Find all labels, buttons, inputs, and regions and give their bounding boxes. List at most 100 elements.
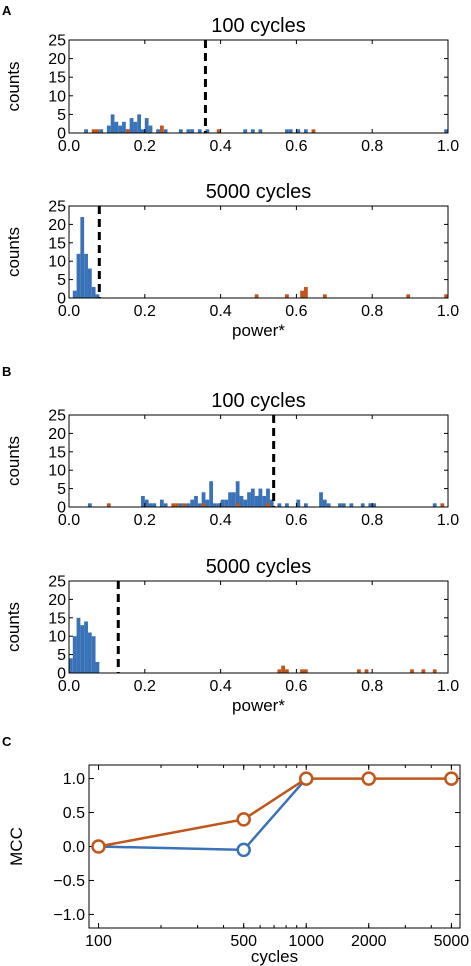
bar-blue-20 — [231, 492, 236, 507]
y-tick-label: 1.0 — [63, 771, 85, 788]
x-axis-label: cycles — [251, 947, 298, 966]
bar-orange-4 — [216, 129, 221, 133]
x-tick-label: 0.2 — [134, 138, 156, 155]
bar-orange-3 — [159, 125, 164, 133]
panel-label-c: C — [2, 734, 12, 749]
y-tick-label: 25 — [48, 574, 66, 591]
bar-blue-27 — [303, 129, 308, 133]
x-tick-label: 0.0 — [58, 138, 80, 155]
y-tick-label: 10 — [48, 88, 66, 105]
y-tick-label: 5 — [57, 481, 66, 498]
bar-blue-19 — [228, 492, 232, 507]
y-tick-label: 0 — [57, 126, 66, 143]
bar-orange-6 — [266, 503, 270, 507]
bar-blue-6 — [95, 294, 100, 298]
bar-blue-22 — [250, 129, 255, 133]
bar-blue-40 — [349, 503, 354, 507]
bar-blue-8 — [186, 503, 191, 507]
bar-blue-24 — [247, 492, 251, 507]
bar-orange-5 — [406, 294, 411, 298]
bar-blue-28 — [262, 495, 267, 507]
bar-blue-43 — [372, 503, 376, 507]
x-tick-label: 0.2 — [134, 678, 156, 695]
bar-orange-1 — [285, 294, 289, 298]
y-axis-label: counts — [4, 436, 23, 486]
x-axis-label: power* — [232, 696, 285, 715]
chart-title: 100 cycles — [211, 15, 306, 37]
x-tick-label: 0.4 — [209, 678, 231, 695]
y-tick-label: 25 — [48, 33, 66, 50]
bar-blue-4 — [84, 621, 88, 673]
y-tick-label: 25 — [48, 408, 66, 425]
bar-blue-4 — [152, 503, 157, 507]
chart-title: 100 cycles — [211, 390, 306, 412]
y-tick-label: 20 — [48, 217, 66, 234]
marker-orange-500 — [236, 812, 251, 827]
x-tick-label: 0.4 — [209, 138, 231, 155]
y-axis-label: counts — [4, 602, 23, 652]
bar-orange-0 — [91, 129, 96, 133]
bar-blue-1 — [99, 129, 104, 133]
bar-orange-2 — [300, 290, 304, 298]
bar-blue-18 — [224, 499, 229, 507]
bar-blue-5 — [87, 632, 92, 673]
bar-blue-13 — [205, 499, 210, 507]
bar-blue-17 — [186, 129, 191, 133]
bar-blue-6 — [163, 503, 168, 507]
x-tick-label: 0.8 — [361, 512, 383, 529]
y-tick-label: 15 — [48, 610, 66, 627]
bar-orange-4 — [322, 294, 327, 298]
bar-blue-7 — [95, 661, 100, 673]
bar-blue-2 — [106, 125, 111, 133]
marker-blue-500 — [236, 842, 251, 858]
bar-blue-12 — [144, 118, 149, 133]
x-tick-label: 0.8 — [361, 138, 383, 155]
x-tick-label: 0.8 — [361, 303, 383, 320]
y-tick-label: 0 — [57, 666, 66, 683]
x-tick-label: 1000 — [288, 933, 324, 950]
bar-orange-7 — [410, 669, 414, 673]
bar-blue-3 — [148, 503, 153, 507]
bar-blue-19 — [197, 129, 202, 133]
y-tick-label: 0.0 — [63, 839, 85, 856]
marker-orange-2000 — [361, 771, 376, 786]
bar-blue-27 — [258, 488, 263, 507]
bar-blue-3 — [80, 625, 85, 673]
bar-blue-26 — [296, 129, 301, 133]
bar-blue-44 — [432, 503, 437, 507]
bar-blue-29 — [266, 488, 270, 507]
bar-orange-4 — [303, 669, 308, 673]
y-tick-label: −0.5 — [53, 873, 85, 890]
bar-blue-6 — [91, 636, 96, 673]
y-axis-label: counts — [4, 61, 23, 111]
x-tick-label: 2000 — [351, 933, 387, 950]
bar-blue-39 — [341, 503, 346, 507]
bar-orange-5 — [311, 129, 316, 133]
bar-blue-11 — [141, 129, 145, 133]
y-tick-label: −1.0 — [53, 907, 85, 924]
x-tick-label: 500 — [230, 933, 257, 950]
bar-orange-2 — [125, 129, 130, 133]
bar-blue-34 — [303, 503, 308, 507]
bar-blue-23 — [258, 129, 263, 133]
y-tick-label: 5 — [57, 647, 66, 664]
bar-blue-4 — [114, 121, 119, 133]
y-tick-label: 20 — [48, 426, 66, 443]
bar-blue-1 — [76, 253, 81, 298]
y-tick-label: 0.5 — [63, 805, 85, 822]
x-tick-label: 0.2 — [134, 303, 156, 320]
bar-orange-8 — [421, 669, 426, 673]
bar-orange-3 — [303, 286, 308, 298]
y-axis-label: MCC — [7, 827, 26, 866]
bar-blue-22 — [239, 495, 244, 507]
bar-orange-9 — [432, 669, 437, 673]
x-tick-label: 5000 — [434, 933, 470, 950]
bar-blue-30 — [269, 499, 274, 507]
bar-blue-8 — [129, 118, 134, 133]
y-tick-label: 0 — [57, 500, 66, 517]
bar-blue-2 — [144, 499, 149, 507]
bar-blue-26 — [254, 495, 259, 507]
bar-blue-10 — [137, 114, 142, 133]
y-tick-label: 5 — [57, 272, 66, 289]
